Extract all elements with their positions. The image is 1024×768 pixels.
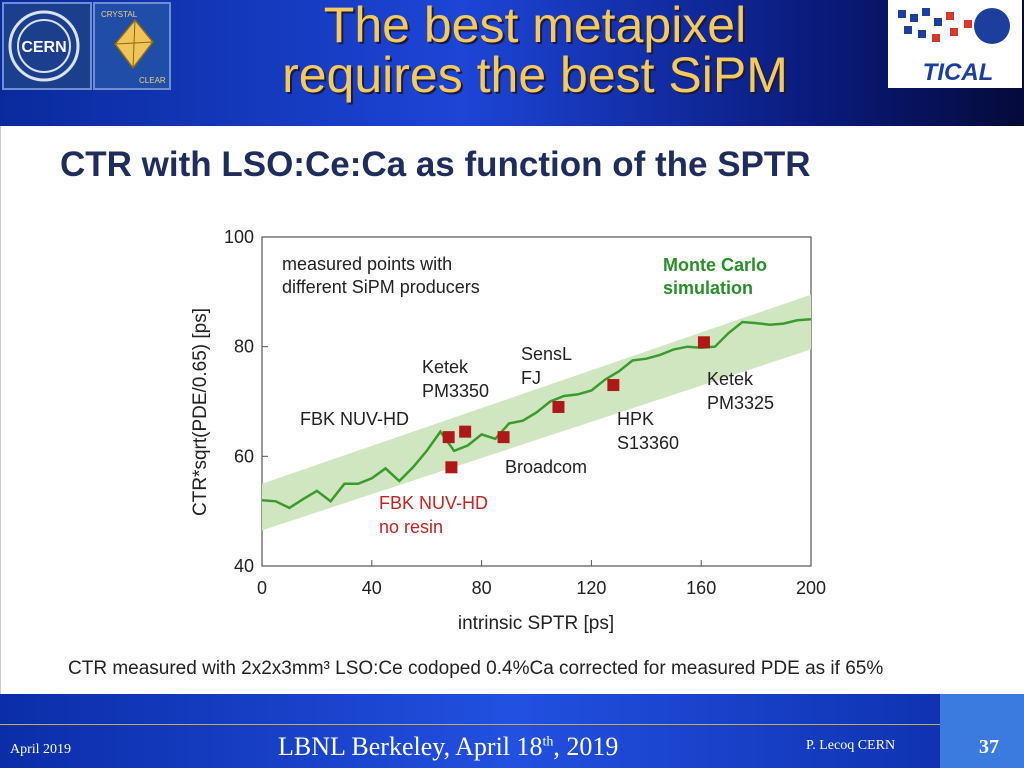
footer-divider xyxy=(0,724,940,725)
footer-author: P. Lecoq CERN xyxy=(806,738,896,753)
label-ketek3350-line2: PM3350 xyxy=(422,381,489,401)
label-sensl-line1: SensL xyxy=(521,344,572,364)
label-fbk-noresin-line1: FBK NUV-HD xyxy=(379,493,488,513)
x-tick-label: 0 xyxy=(257,578,267,598)
simulation-line xyxy=(261,318,812,510)
x-tick-label: 160 xyxy=(686,578,716,598)
slide-header: CERN CRYSTAL CLEAR The best metapixel re… xyxy=(0,0,1024,126)
label-ketek3325-line1: Ketek xyxy=(707,369,754,389)
label-hpk-line2: S13360 xyxy=(617,433,679,453)
tical-logo-text: TICAL xyxy=(923,59,994,86)
measured-point xyxy=(607,379,620,392)
annotation-mc-line1: Monte Carlo xyxy=(663,255,767,275)
label-broadcom: Broadcom xyxy=(505,457,587,477)
crystal-clear-logo: CRYSTAL CLEAR xyxy=(93,2,171,90)
cern-logo: CERN xyxy=(2,2,92,90)
page-number-box xyxy=(940,694,1024,768)
tical-logo: TICAL xyxy=(888,0,1022,88)
plot-frame xyxy=(261,236,812,567)
page-number: 37 xyxy=(979,736,999,758)
measured-point xyxy=(442,431,455,444)
x-tick-label: 80 xyxy=(472,578,492,598)
annotation-measured-line1: measured points with xyxy=(282,254,452,274)
measured-point xyxy=(697,336,710,349)
y-tick-label: 40 xyxy=(234,556,254,576)
x-tick-label: 200 xyxy=(796,578,826,598)
x-tick-label: 120 xyxy=(576,578,606,598)
footer-venue-suffix: , 2019 xyxy=(553,732,619,761)
measured-point xyxy=(497,431,510,444)
footer-venue-sup: th xyxy=(542,734,554,750)
footer-venue: LBNL Berkeley, April 18th, 2019 xyxy=(278,732,618,762)
slide-footer xyxy=(0,694,1024,768)
slide-title-line2: requires the best SiPM xyxy=(282,47,788,103)
slide-title-line1: The best metapixel xyxy=(323,0,747,53)
x-axis-label: intrinsic SPTR [ps] xyxy=(458,613,614,634)
y-tick-label: 80 xyxy=(234,337,254,357)
annotation-mc-line2: simulation xyxy=(663,278,753,298)
x-tick-label: 40 xyxy=(362,578,382,598)
footer-date: April 2019 xyxy=(10,742,72,757)
measured-point xyxy=(552,400,565,413)
label-fbk-nuv-hd: FBK NUV-HD xyxy=(300,409,409,429)
chart-title: CTR with LSO:Ce:Ca as function of the SP… xyxy=(60,145,811,184)
label-ketek3325-line2: PM3325 xyxy=(707,393,774,413)
cern-logo-text: CERN xyxy=(21,39,66,56)
chart-caption: CTR measured with 2x2x3mm³ LSO:Ce codope… xyxy=(68,658,884,679)
y-axis-label: CTR*sqrt(PDE/0.65) [ps] xyxy=(190,308,211,516)
measured-point xyxy=(459,425,472,438)
crystal-logo-top: CRYSTAL xyxy=(101,10,138,19)
measured-point xyxy=(445,461,458,474)
label-hpk-line1: HPK xyxy=(617,409,654,429)
label-fbk-noresin-line2: no resin xyxy=(379,517,443,537)
slide-title: The best metapixel requires the best SiP… xyxy=(195,0,875,100)
footer-venue-prefix: LBNL Berkeley, April 18 xyxy=(278,732,543,761)
label-ketek3350-line1: Ketek xyxy=(422,357,469,377)
crystal-logo-bottom: CLEAR xyxy=(139,76,166,85)
label-sensl-line2: FJ xyxy=(521,368,541,388)
y-tick-label: 100 xyxy=(224,227,254,247)
annotation-measured-line2: different SiPM producers xyxy=(282,277,480,297)
y-tick-label: 60 xyxy=(234,446,254,466)
